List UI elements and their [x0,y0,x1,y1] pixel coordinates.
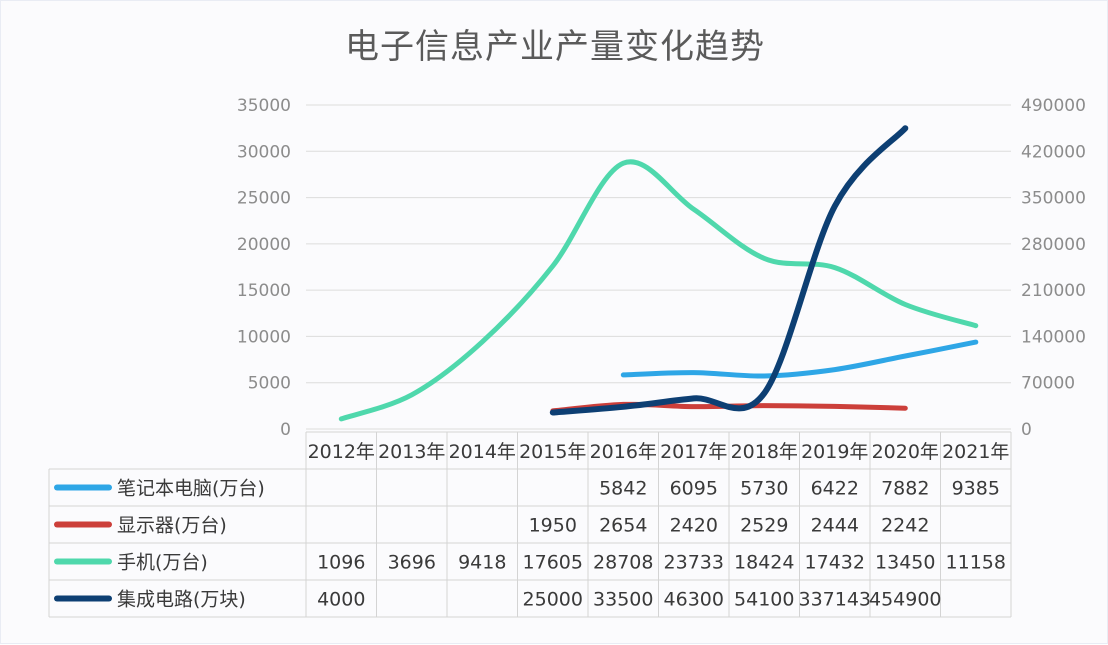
left-axis-tick-label: 30000 [237,142,291,162]
x-axis-tick-label: 2021年 [942,441,1009,463]
data-label: 454900 [869,589,942,611]
data-label: 11158 [946,552,1006,574]
x-axis-tick-label: 2014年 [449,441,516,463]
x-axis-tick-label: 2020年 [872,441,939,463]
data-label: 4000 [317,589,365,611]
right-axis-tick-label: 0 [1021,420,1032,440]
legend-label: 笔记本电脑(万台) [117,478,265,500]
data-label: 5730 [740,478,788,500]
x-axis-tick-label: 2018年 [731,441,798,463]
left-axis-tick-label: 20000 [237,235,291,255]
data-label: 9385 [952,478,1000,500]
left-axis-tick-label: 0 [280,420,291,440]
x-axis-tick-label: 2019年 [801,441,868,463]
legend-label: 显示器(万台) [117,515,227,537]
data-label: 46300 [664,589,724,611]
series-line [620,339,979,379]
data-label: 13450 [875,552,935,574]
left-axis-tick-label: 10000 [237,327,291,347]
data-label: 23733 [664,552,724,574]
data-label: 1096 [317,552,365,574]
x-axis-tick-label: 2012年 [308,441,375,463]
data-label: 17605 [523,552,583,574]
data-label: 1950 [529,515,577,537]
right-axis-tick-label: 140000 [1021,327,1086,347]
x-axis-tick-label: 2017年 [660,441,727,463]
data-label: 33500 [593,589,653,611]
data-label: 6095 [670,478,718,500]
data-label: 3696 [388,552,436,574]
data-label: 2242 [881,515,929,537]
x-axis-tick-label: 2016年 [590,441,657,463]
legend-label: 集成电路(万块) [117,589,246,611]
data-label: 17432 [805,552,865,574]
right-axis-tick-label: 70000 [1021,374,1075,394]
left-axis-tick-label: 15000 [237,281,291,301]
data-label: 2444 [811,515,859,537]
data-label: 6422 [811,478,859,500]
data-label: 2420 [670,515,718,537]
left-axis-tick-label: 35000 [237,96,291,116]
chart-title: 电子信息产业产量变化趋势 [345,27,765,67]
data-label: 2654 [599,515,647,537]
data-label: 337143 [798,589,871,611]
left-axis-tick-label: 5000 [248,374,291,394]
right-axis-tick-label: 350000 [1021,189,1086,209]
x-axis-tick-label: 2013年 [378,441,445,463]
data-label: 18424 [734,552,794,574]
data-label: 25000 [523,589,583,611]
data-label: 9418 [458,552,506,574]
series-line [338,159,979,422]
data-label: 7882 [881,478,929,500]
data-label: 54100 [734,589,794,611]
data-label: 5842 [599,478,647,500]
right-axis-tick-label: 280000 [1021,235,1086,255]
series-line [549,125,909,416]
x-axis-tick-label: 2015年 [519,441,586,463]
left-axis-tick-label: 25000 [237,189,291,209]
legend-label: 手机(万台) [117,552,208,574]
right-axis-tick-label: 420000 [1021,142,1086,162]
right-axis-tick-label: 210000 [1021,281,1086,301]
data-label: 2529 [740,515,788,537]
data-label: 28708 [593,552,653,574]
right-axis-tick-label: 490000 [1021,96,1086,116]
